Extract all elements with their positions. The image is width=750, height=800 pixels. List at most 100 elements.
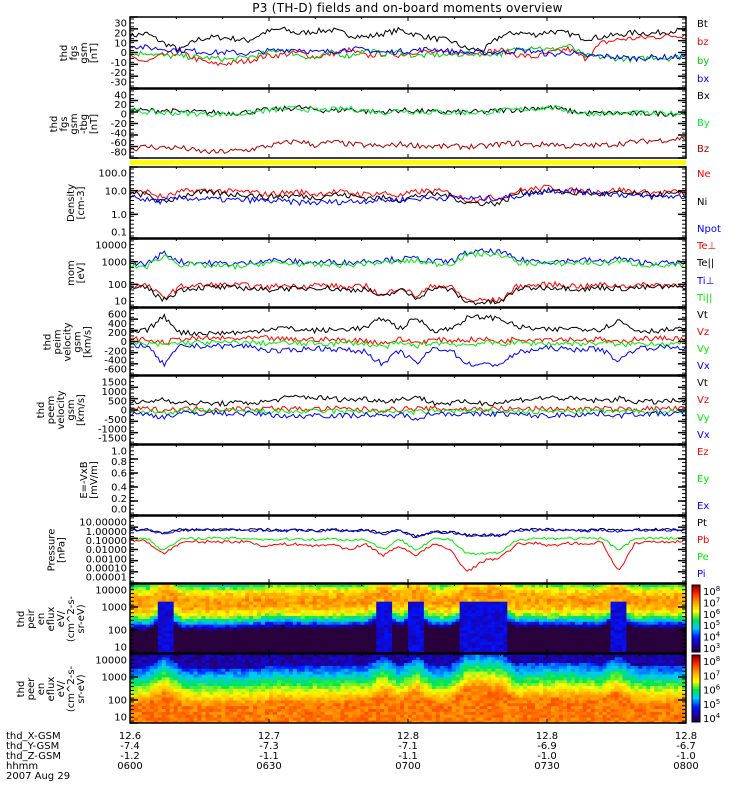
spectrogram-cell [237, 647, 242, 651]
spectrogram-cell [137, 621, 143, 625]
spectrogram-cell [678, 607, 683, 611]
spectrogram-cell [590, 627, 596, 631]
spectrogram-cell [642, 641, 647, 645]
spectrogram-cell [201, 621, 206, 625]
spectrogram-cell [356, 627, 361, 631]
spectrogram-cell [423, 621, 429, 625]
spectrogram-cell [483, 627, 488, 631]
spectrogram-cell [415, 584, 421, 588]
spectrogram-cell [626, 586, 631, 591]
spectrogram-cell [340, 607, 345, 611]
spectrogram-cell [670, 607, 675, 611]
spectrogram-cell [638, 607, 643, 611]
spectrogram-cell [479, 607, 484, 611]
spectrogram-cell [249, 609, 254, 614]
spectrogram-cell [431, 595, 437, 599]
spectrogram-cell [483, 615, 488, 619]
spectrogram-cell [205, 647, 210, 651]
spectrogram-cell [288, 604, 294, 608]
spectrogram-cell [535, 586, 540, 591]
spectrogram-cell [197, 595, 202, 599]
spectrogram-cell [419, 607, 425, 611]
spectrogram-cell [531, 598, 536, 602]
spectrogram-cell [304, 647, 310, 651]
spectrogram-cell [249, 685, 254, 689]
spectrogram-cell [261, 711, 266, 715]
spectrogram-cell [292, 598, 298, 602]
spectrogram-cell [388, 612, 393, 617]
spectrogram-cell [237, 595, 242, 599]
spectrogram-cell [332, 641, 337, 645]
spectrogram-cell [153, 654, 159, 658]
spectrogram-cell [221, 697, 226, 701]
spectrogram-cell [173, 618, 179, 622]
spectrogram-cell [173, 671, 179, 675]
spectrogram-cell [360, 595, 365, 599]
spectrogram-cell [630, 584, 635, 588]
spectrogram-cell [463, 647, 468, 651]
spectrogram-cell [169, 702, 175, 707]
spectrogram-cell [594, 615, 600, 619]
spectrogram-cell [427, 638, 433, 642]
spectrogram-cell [233, 717, 238, 721]
spectrogram-cell [400, 632, 405, 637]
spectrogram-cell [157, 650, 163, 654]
spectrogram-cell [245, 632, 250, 637]
spectrogram-cell [276, 595, 282, 599]
spectrogram-cell [193, 702, 198, 707]
spectrogram-cell [272, 609, 278, 614]
spectrogram-cell [205, 677, 210, 681]
spectrogram-cell [447, 644, 453, 648]
spectrogram-cell [201, 702, 206, 707]
spectrogram-cell [396, 644, 401, 648]
spectrogram-cell [130, 668, 135, 672]
spectrogram-cell [328, 632, 333, 637]
spectrogram-cell [348, 627, 353, 631]
spectrogram-cell [225, 584, 230, 588]
spectrogram-cell [137, 589, 143, 594]
spectrogram-cell [682, 650, 687, 654]
spectrogram-cell [439, 604, 445, 608]
spectrogram-cell [205, 671, 210, 675]
spectrogram-cell [483, 598, 488, 602]
spectrogram-cell [181, 662, 186, 666]
spectrogram-cell [666, 598, 671, 602]
spectrogram-cell [415, 641, 421, 645]
spectrogram-cell [233, 607, 238, 611]
spectrogram-cell [423, 618, 429, 622]
spectrogram-cell [145, 635, 151, 640]
spectrogram-cell [344, 621, 349, 625]
spectrogram-cell [225, 682, 230, 687]
spectrogram-cell [177, 656, 183, 661]
spectrogram-cell [535, 595, 540, 599]
spectrogram-cell [388, 638, 393, 642]
spectrogram-cell [217, 612, 222, 617]
spectrogram-cell [213, 668, 218, 672]
spectrogram-cell [570, 607, 576, 611]
spectrogram-cell [618, 624, 623, 628]
spectrogram-cell [145, 584, 151, 588]
spectrogram-cell [614, 632, 619, 637]
spectrogram-cell [312, 601, 318, 605]
spectrogram-cell [618, 635, 623, 640]
spectrogram-cell [189, 615, 194, 619]
spectrogram-cell [666, 592, 671, 596]
spectrogram-cell [249, 595, 254, 599]
spectrogram-cell [658, 584, 663, 588]
spectrogram-cell [133, 598, 139, 602]
spectrogram-cell [284, 592, 290, 596]
spectrogram-cell [141, 638, 147, 642]
spectrogram-cell [257, 688, 262, 692]
spectrogram-cell [372, 607, 377, 611]
spectrogram-cell [169, 584, 175, 588]
spectrogram-cell [519, 592, 524, 596]
spectrogram-cell [606, 601, 611, 605]
spectrogram-cell [328, 589, 333, 594]
spectrogram-cell [221, 609, 226, 614]
spectrogram-cell [261, 677, 266, 681]
spectrogram-cell [427, 632, 433, 637]
spectrogram-cell [423, 584, 429, 588]
spectrogram-cell [376, 601, 381, 605]
spectrogram-cell [666, 618, 671, 622]
spectrogram-cell [161, 630, 167, 634]
